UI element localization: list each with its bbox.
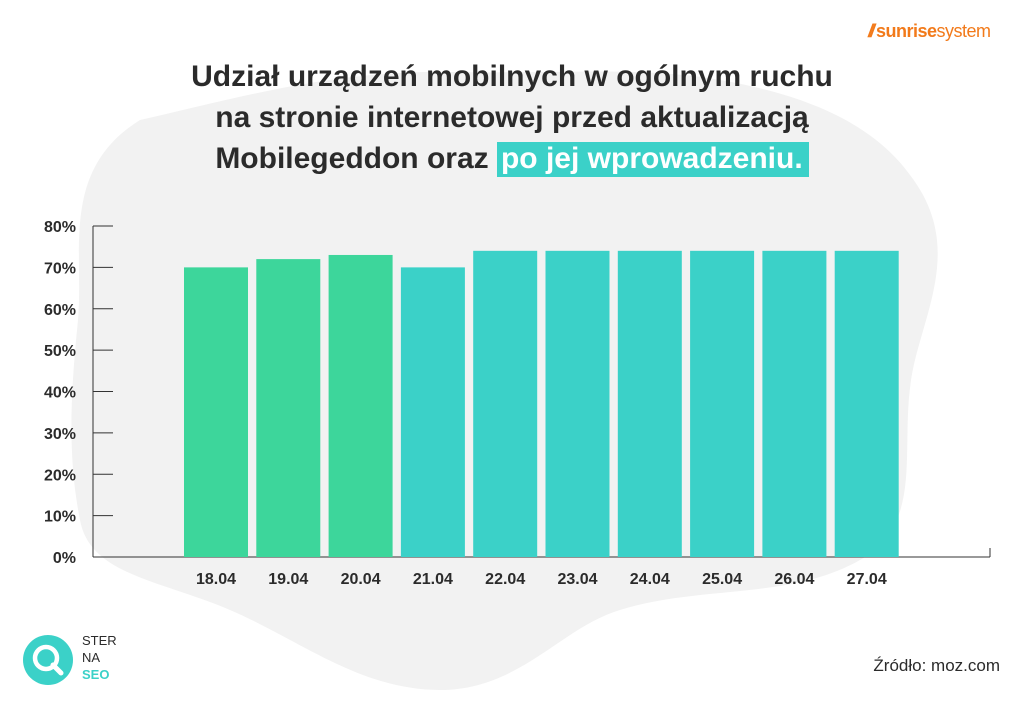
- x-tick-label: 21.04: [413, 571, 453, 588]
- chart-title: Udział urządzeń mobilnych w ogólnym ruch…: [0, 56, 1024, 179]
- logo-line-1: STER: [82, 633, 117, 648]
- x-tick-label: 25.04: [702, 571, 742, 588]
- bar: [690, 250, 755, 557]
- bar: [617, 250, 682, 557]
- bar: [256, 259, 321, 557]
- title-highlight: po jej wprowadzeniu.: [496, 142, 809, 177]
- brand-name-part2: system: [936, 20, 992, 41]
- y-tick-label: 40%: [44, 385, 76, 402]
- y-tick-label: 10%: [44, 509, 76, 526]
- y-tick-label: 20%: [44, 467, 76, 484]
- y-axis: 0% 10% 20% 30% 40% 50% 60% 70% 80%: [44, 219, 113, 567]
- title-line-1: Udział urządzeń mobilnych w ogólnym ruch…: [191, 60, 833, 93]
- logo-line-3: SEO: [82, 667, 110, 682]
- sternaseo-logo: STER NA SEO: [22, 630, 142, 690]
- x-tick-label: 22.04: [485, 571, 525, 588]
- source-note: Źródło: moz.com: [873, 656, 1000, 675]
- x-tick-labels: 18.04 19.04 20.04 21.04 22.04 23.04 24.04 25.04…: [196, 571, 887, 588]
- brand-logo: // sunrise system: [868, 20, 991, 42]
- bar: [762, 250, 827, 557]
- y-tick-label: 60%: [44, 302, 76, 319]
- y-tick-label: 70%: [44, 260, 76, 277]
- bar: [328, 254, 393, 557]
- x-tick-label: 18.04: [196, 571, 236, 588]
- title-line-2: na stronie internetowej przed aktualizac…: [215, 101, 809, 134]
- bar: [545, 250, 610, 557]
- bars: [184, 250, 899, 557]
- logo-text: STER NA SEO: [82, 632, 117, 683]
- x-tick-label: 24.04: [630, 571, 670, 588]
- bar: [184, 267, 248, 557]
- x-tick-label: 20.04: [341, 571, 381, 588]
- y-tick-label: 80%: [44, 219, 76, 236]
- brand-name-part1: sunrise: [876, 20, 937, 41]
- y-tick-label: 50%: [44, 343, 76, 360]
- y-tick-label: 0%: [53, 550, 76, 567]
- magnifier-icon: [23, 635, 73, 685]
- bar: [400, 267, 465, 557]
- title-line-3-plain: Mobilegeddon oraz: [215, 142, 489, 175]
- logo-line-2: NA: [82, 650, 101, 665]
- x-tick-label: 27.04: [847, 571, 887, 588]
- brand-slashes-icon: //: [868, 20, 875, 41]
- x-tick-label: 19.04: [268, 571, 308, 588]
- title-line-3: Mobilegeddon oraz po jej wprowadzeniu.: [0, 138, 1024, 179]
- bar: [473, 250, 538, 557]
- bar: [834, 250, 899, 557]
- y-tick-label: 30%: [44, 426, 76, 443]
- x-tick-label: 23.04: [557, 571, 597, 588]
- x-tick-label: 26.04: [774, 571, 814, 588]
